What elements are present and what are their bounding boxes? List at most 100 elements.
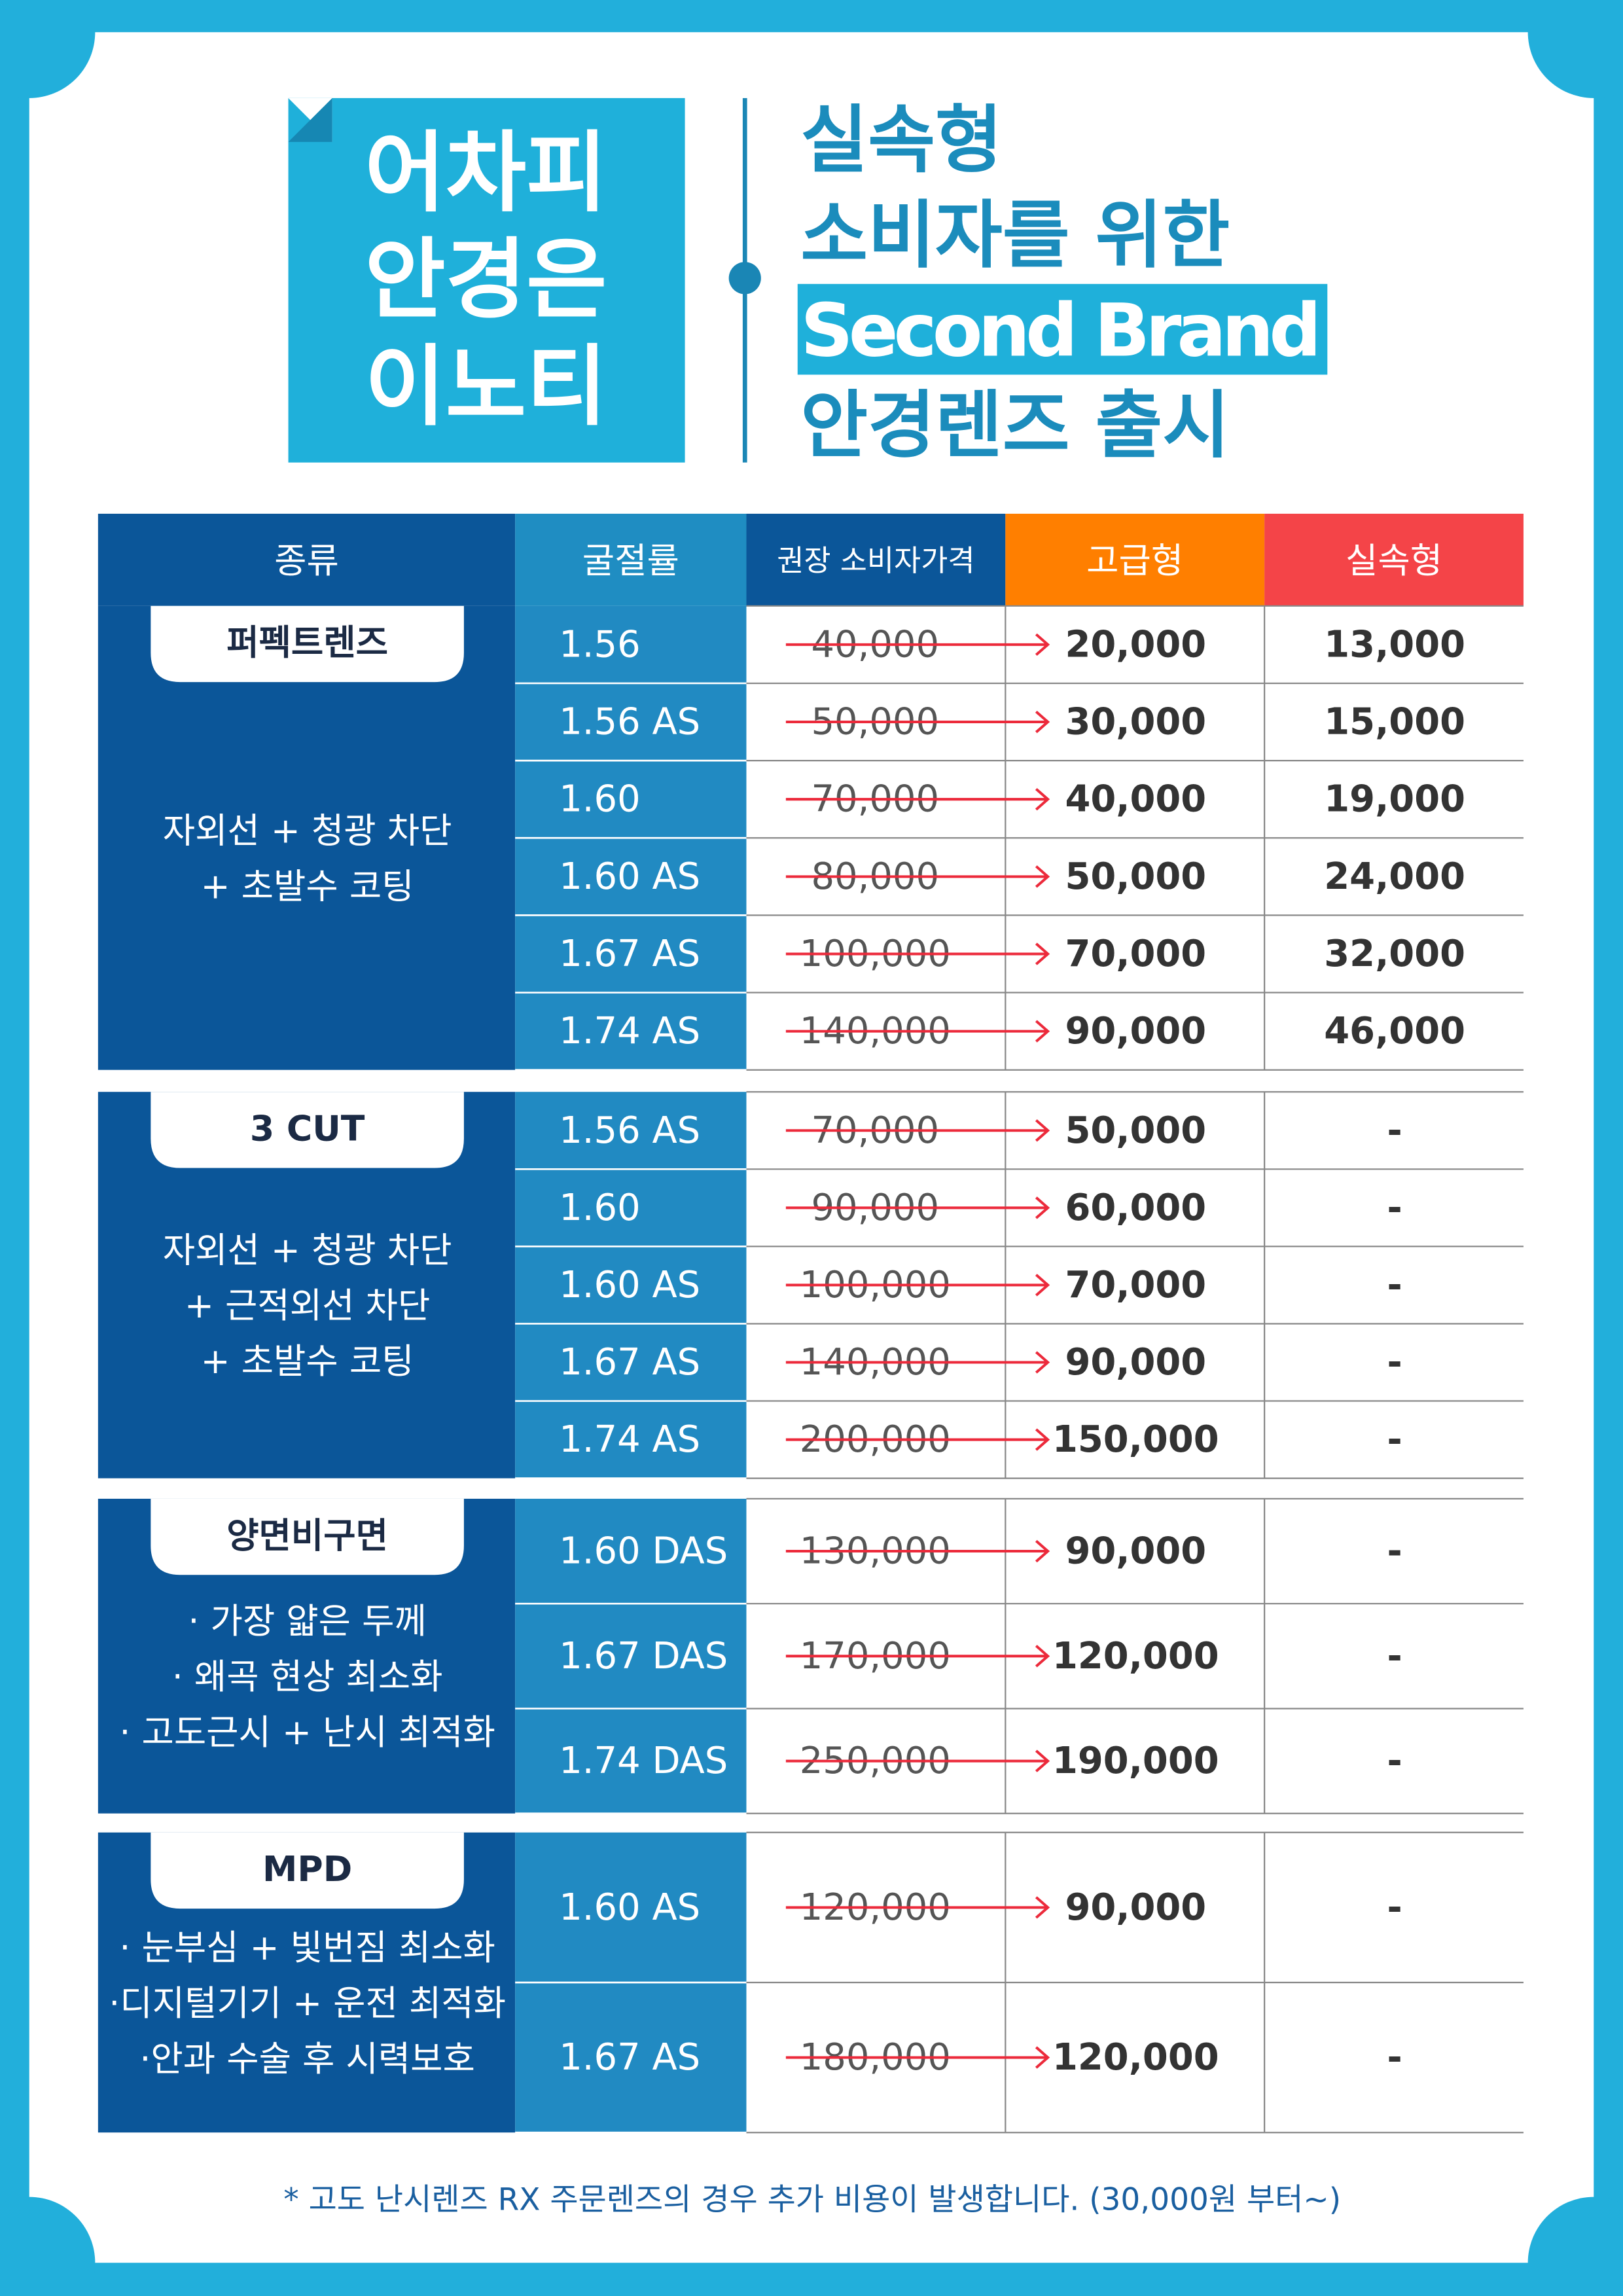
value-price: -	[1387, 1418, 1402, 1461]
arrow	[1035, 1428, 1050, 1451]
divider-dot	[728, 262, 761, 295]
arrow	[1035, 633, 1050, 656]
headline: 소비자를 위한	[800, 193, 1230, 278]
arrow	[1035, 1749, 1050, 1772]
badge-fold	[288, 98, 332, 142]
refractive-index: 1.60	[559, 1187, 640, 1229]
value-price: 24,000	[1324, 855, 1465, 898]
premium-price: 90,000	[1065, 1886, 1206, 1929]
value-price: -	[1387, 2036, 1402, 2079]
header-cell	[1264, 513, 1524, 606]
corner	[0, 0, 96, 98]
refractive-index: 1.60	[559, 778, 640, 821]
badge-text: 어차피	[365, 121, 607, 224]
refractive-index: 1.67 AS	[559, 933, 700, 975]
feature: ·디지털기기 + 운전 최적화	[109, 1982, 506, 2024]
value-price: 32,000	[1324, 933, 1465, 975]
arrow	[1035, 865, 1050, 888]
value-price: -	[1387, 1187, 1402, 1229]
arrow	[1035, 710, 1050, 734]
premium-price: 70,000	[1065, 933, 1206, 975]
arrow	[1035, 2046, 1050, 2069]
refractive-index: 1.56 AS	[559, 701, 700, 744]
arrow	[1035, 1274, 1050, 1297]
feature: · 왜곡 현상 최소화	[172, 1656, 443, 1697]
refractive-index: 1.60 AS	[559, 1264, 700, 1306]
premium-price: 50,000	[1065, 1109, 1206, 1152]
feature: 자외선 + 청광 차단	[163, 810, 452, 852]
value-price: -	[1387, 1740, 1402, 1782]
headline: Second Brand	[800, 288, 1321, 373]
arrow	[1035, 1645, 1050, 1668]
arrow	[1035, 1896, 1050, 1919]
header-cell	[515, 513, 747, 606]
refractive-index: 1.60 AS	[559, 1886, 700, 1929]
premium-price: 40,000	[1065, 778, 1206, 821]
badge-text: 안경은	[365, 228, 607, 331]
feature: ·안과 수술 후 시력보호	[139, 2038, 475, 2079]
refractive-index: 1.67 DAS	[559, 1635, 728, 1677]
corner	[0, 2197, 96, 2296]
column-header: 굴절률	[582, 540, 679, 581]
value-price: -	[1387, 1530, 1402, 1573]
feature: + 초발수 코팅	[201, 866, 414, 907]
arrow	[1035, 1351, 1050, 1374]
value-price: -	[1387, 1635, 1402, 1677]
premium-price: 190,000	[1052, 1740, 1219, 1782]
refractive-index: 1.67 AS	[559, 1341, 700, 1384]
refractive-index: 1.74 AS	[559, 1418, 700, 1461]
value-price: 13,000	[1324, 623, 1465, 666]
header-cell	[746, 513, 1006, 606]
premium-price: 70,000	[1065, 1264, 1206, 1306]
premium-price: 120,000	[1052, 2036, 1219, 2079]
arrow	[1035, 1196, 1050, 1219]
column-header: 권장 소비자가격	[777, 543, 974, 578]
type-tab	[151, 1092, 464, 1168]
badge-text: 이노티	[365, 335, 607, 438]
value-price: -	[1387, 1341, 1402, 1384]
column-header: 고급형	[1086, 540, 1183, 581]
arrow	[1035, 788, 1050, 811]
type-tab	[151, 605, 464, 683]
corner	[1527, 2197, 1623, 2296]
corner	[1527, 0, 1623, 98]
header-cell	[1005, 513, 1265, 606]
highlight	[797, 283, 1328, 375]
arrow	[1035, 1119, 1050, 1142]
badge	[288, 98, 685, 463]
refractive-index: 1.56	[559, 623, 640, 666]
premium-price: 50,000	[1065, 855, 1206, 898]
premium-price: 60,000	[1065, 1187, 1206, 1229]
value-price: 46,000	[1324, 1010, 1465, 1052]
feature: + 근적외선 차단	[185, 1285, 430, 1326]
type-name: MPD	[262, 1848, 352, 1890]
value-price: -	[1387, 1886, 1402, 1929]
column-header: 종류	[274, 540, 339, 581]
refractive-index: 1.74 AS	[559, 1010, 700, 1052]
premium-price: 90,000	[1065, 1010, 1206, 1052]
premium-price: 120,000	[1052, 1635, 1219, 1677]
index-cell	[515, 1498, 747, 1814]
type-name: 퍼펙트렌즈	[226, 622, 388, 663]
refractive-index: 1.60 AS	[559, 855, 700, 898]
feature: · 고도근시 + 난시 최적화	[119, 1712, 495, 1753]
feature: · 눈부심 + 빛번짐 최소화	[119, 1927, 495, 1968]
premium-price: 30,000	[1065, 701, 1206, 744]
type-name: 3 CUT	[250, 1108, 365, 1149]
feature: · 가장 얇은 두께	[188, 1600, 426, 1641]
premium-price: 90,000	[1065, 1341, 1206, 1384]
footnote: * 고도 난시렌즈 RX 주문렌즈의 경우 추가 비용이 발생합니다. (30,…	[283, 2182, 1341, 2218]
refractive-index: 1.67 AS	[559, 2036, 700, 2079]
arrow	[1035, 942, 1050, 965]
headline: 실속형	[800, 98, 1003, 183]
value-price: 15,000	[1324, 701, 1465, 744]
refractive-index: 1.56 AS	[559, 1109, 700, 1152]
feature: + 초발수 코팅	[201, 1340, 414, 1382]
premium-price: 20,000	[1065, 623, 1206, 666]
refractive-index: 1.60 DAS	[559, 1530, 728, 1573]
value-price: 19,000	[1324, 778, 1465, 821]
index-cell	[515, 1092, 747, 1479]
